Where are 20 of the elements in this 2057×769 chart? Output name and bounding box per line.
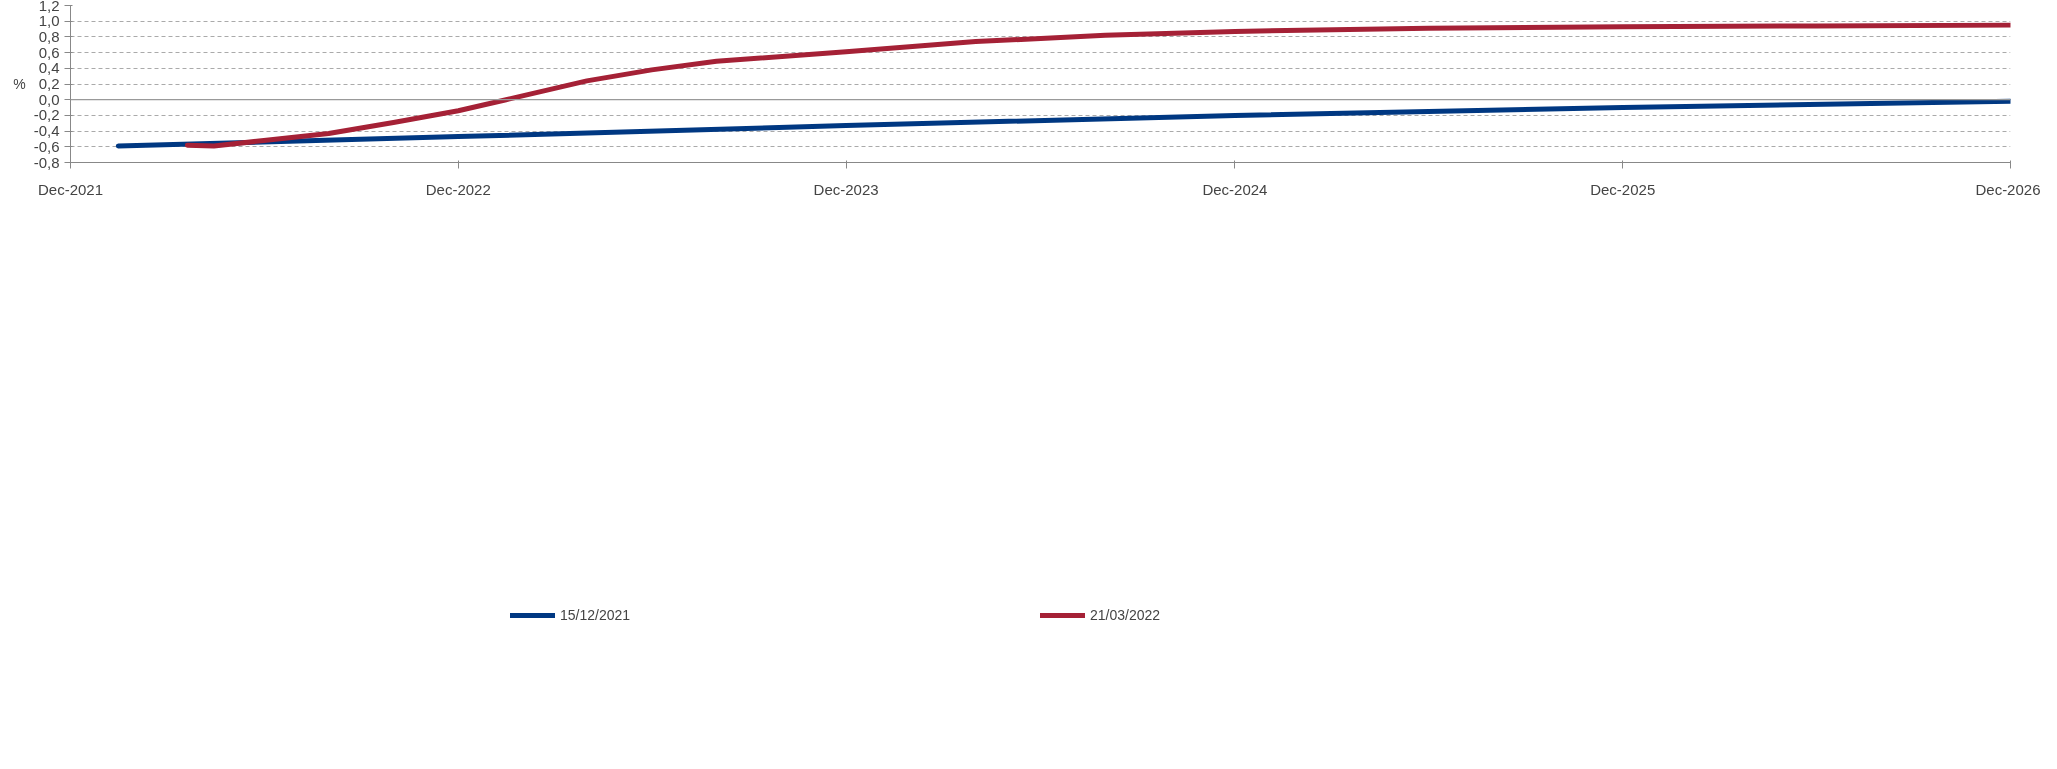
y-axis-title: % — [13, 76, 26, 92]
legend-label: 15/12/2021 — [560, 607, 632, 623]
y-tick-label: -0,6 — [33, 137, 60, 155]
legend-label: 21/03/2022 — [1090, 607, 1162, 623]
y-tick-label: 0,2 — [38, 75, 60, 92]
x-tick-label: Dec-2026 — [1975, 180, 2041, 198]
y-tick-label: -0,8 — [33, 153, 60, 171]
y-tick-label: 0,8 — [38, 27, 60, 45]
x-tick-label: Dec-2023 — [813, 180, 879, 198]
y-tick-label: -0,4 — [33, 122, 60, 140]
y-tick-label: -0,2 — [33, 106, 60, 124]
y-tick-label: 0,4 — [38, 59, 60, 77]
y-tick-label: 1,0 — [38, 12, 60, 30]
x-tick-label: Dec-2022 — [425, 180, 491, 198]
y-tick-label: 0,0 — [38, 90, 60, 108]
x-tick-label: Dec-2021 — [37, 180, 104, 198]
y-tick-label: 0,6 — [38, 43, 60, 61]
y-tick-label: 1,2 — [38, 0, 60, 14]
x-tick-label: Dec-2025 — [1590, 180, 1656, 198]
x-tick-label: Dec-2024 — [1202, 180, 1268, 198]
